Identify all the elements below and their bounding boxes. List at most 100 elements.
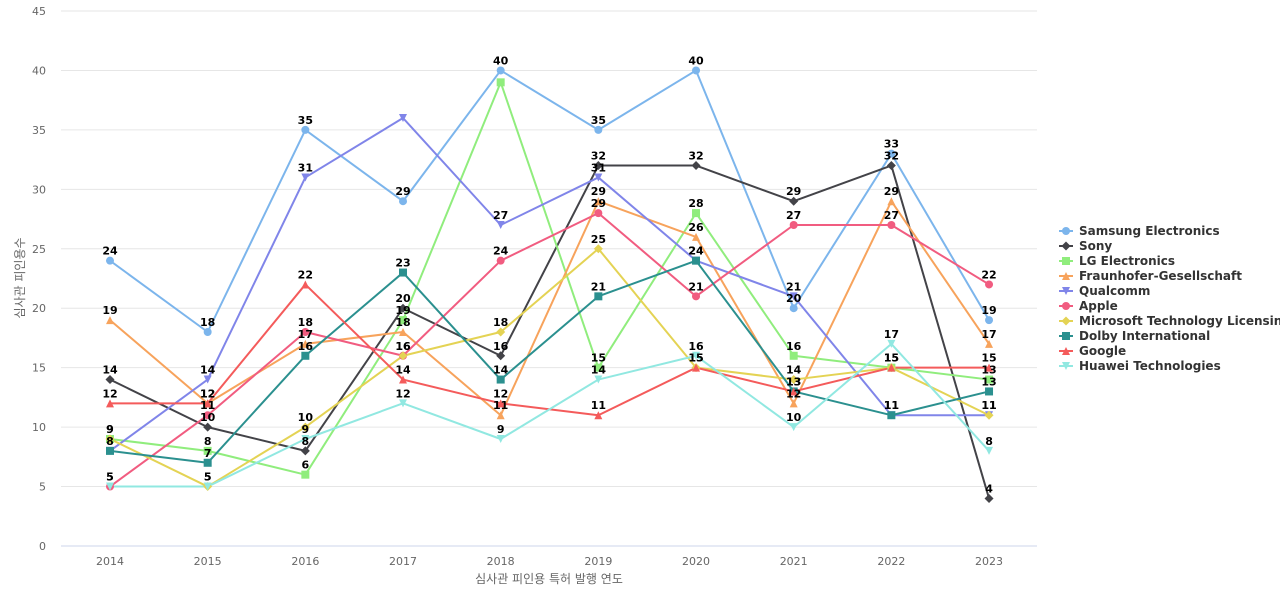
y-tick-label: 0 xyxy=(39,540,46,553)
data-point xyxy=(106,482,114,491)
data-label: 21 xyxy=(688,280,703,293)
data-label: 11 xyxy=(884,399,899,412)
data-point xyxy=(593,161,603,171)
legend-label: Apple xyxy=(1079,299,1118,313)
data-label: 13 xyxy=(981,375,996,388)
data-label: 14 xyxy=(493,364,509,377)
data-point xyxy=(203,411,212,420)
data-label: 23 xyxy=(395,257,410,270)
data-point xyxy=(399,316,408,325)
x-axis-title: 심사관 피인용 특허 발행 연도 xyxy=(475,571,623,586)
data-point xyxy=(106,256,114,265)
data-point xyxy=(496,256,505,265)
data-label: 16 xyxy=(688,340,704,353)
data-point xyxy=(399,375,408,384)
data-label: 26 xyxy=(688,221,704,234)
data-point xyxy=(985,375,994,384)
data-label: 27 xyxy=(884,209,899,222)
legend-item[interactable]: Qualcomm xyxy=(1059,284,1150,298)
x-tick-label: 2018 xyxy=(487,555,515,568)
data-point xyxy=(692,351,701,360)
data-point xyxy=(496,411,505,420)
data-label: 18 xyxy=(298,316,313,329)
data-point xyxy=(203,328,212,336)
data-point xyxy=(301,173,310,182)
legend-item[interactable]: Fraunhofer-Gesellschaft xyxy=(1059,269,1242,283)
data-label: 11 xyxy=(591,399,606,412)
x-tick-label: 2020 xyxy=(682,555,710,568)
data-label: 29 xyxy=(591,197,606,210)
data-label: 6 xyxy=(302,459,310,472)
x-tick-label: 2016 xyxy=(291,555,319,568)
data-point xyxy=(985,446,994,455)
data-label: 24 xyxy=(688,245,704,258)
legend-label: Samsung Electronics xyxy=(1079,224,1220,238)
legend-swatch-marker xyxy=(1062,227,1070,235)
data-point xyxy=(594,411,603,420)
data-point xyxy=(692,292,701,301)
data-label: 18 xyxy=(395,316,410,329)
data-point xyxy=(594,125,603,134)
data-label: 11 xyxy=(981,399,996,412)
data-label: 29 xyxy=(786,185,801,198)
legend-swatch-marker xyxy=(1062,257,1070,265)
data-label: 12 xyxy=(102,387,117,400)
data-point xyxy=(984,410,994,420)
data-point xyxy=(496,327,506,337)
data-point xyxy=(398,351,408,361)
data-point xyxy=(203,422,213,432)
data-point xyxy=(496,66,505,75)
legend-item[interactable]: Apple xyxy=(1059,299,1118,313)
series-line xyxy=(109,81,991,476)
data-point xyxy=(985,316,994,325)
data-label: 9 xyxy=(106,423,114,436)
data-label: 29 xyxy=(884,185,899,198)
data-label: 28 xyxy=(688,197,703,210)
legend-item[interactable]: LG Electronics xyxy=(1059,254,1175,268)
legend-swatch-marker xyxy=(1062,362,1070,370)
data-label: 31 xyxy=(591,161,606,174)
data-point xyxy=(887,411,896,420)
data-label: 20 xyxy=(786,292,802,305)
data-point xyxy=(106,399,114,408)
legend-swatch-marker xyxy=(1061,241,1071,251)
data-point xyxy=(398,303,408,313)
legend-label: Microsoft Technology Licensing xyxy=(1079,314,1280,328)
legend-item[interactable]: Huawei Technologies xyxy=(1059,359,1221,373)
y-tick-label: 30 xyxy=(32,183,46,196)
data-label: 12 xyxy=(395,387,410,400)
series-line xyxy=(109,117,991,452)
legend-item[interactable]: Google xyxy=(1059,344,1126,358)
data-point xyxy=(301,339,310,348)
data-point xyxy=(789,292,798,301)
data-point xyxy=(496,78,505,87)
legend-item[interactable]: Sony xyxy=(1059,239,1112,253)
data-point xyxy=(399,399,408,408)
data-point xyxy=(496,221,505,229)
data-label: 24 xyxy=(493,245,509,258)
data-point xyxy=(300,422,310,432)
data-point xyxy=(789,304,798,313)
x-tick-label: 2015 xyxy=(194,555,222,568)
legend-item[interactable]: Dolby International xyxy=(1059,329,1210,343)
legend-item[interactable]: Samsung Electronics xyxy=(1059,224,1220,238)
data-label: 17 xyxy=(884,328,899,341)
data-point xyxy=(594,375,603,384)
data-point xyxy=(301,280,310,289)
data-point xyxy=(789,399,798,408)
data-label: 9 xyxy=(497,423,505,436)
data-label: 11 xyxy=(493,399,508,412)
data-point xyxy=(887,363,896,372)
y-axis-ticks: 0 5 10 15 20 25 30 35 40 45 xyxy=(32,5,46,553)
y-tick-label: 15 xyxy=(32,362,46,375)
data-label: 24 xyxy=(102,245,118,258)
data-point xyxy=(984,493,994,503)
data-label: 21 xyxy=(591,280,606,293)
data-point xyxy=(203,458,212,467)
data-label: 31 xyxy=(298,161,313,174)
data-point xyxy=(692,363,701,372)
legend-item[interactable]: Microsoft Technology Licensing xyxy=(1059,314,1280,328)
data-point xyxy=(985,363,994,372)
data-point xyxy=(985,280,994,289)
